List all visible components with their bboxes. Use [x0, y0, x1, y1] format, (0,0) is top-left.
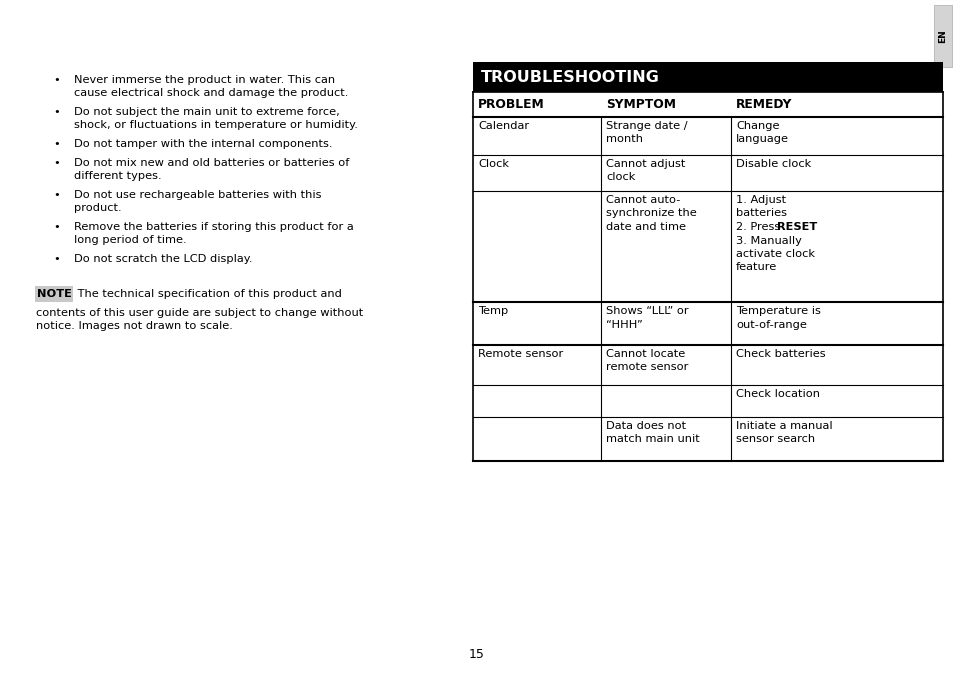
- Text: Do not mix new and old batteries or batteries of: Do not mix new and old batteries or batt…: [74, 158, 349, 168]
- Text: 15: 15: [469, 648, 484, 660]
- Text: Strange date /: Strange date /: [605, 121, 687, 131]
- Text: cause electrical shock and damage the product.: cause electrical shock and damage the pr…: [74, 89, 348, 99]
- Text: •: •: [53, 158, 60, 168]
- Text: Clock: Clock: [477, 159, 509, 169]
- FancyBboxPatch shape: [35, 286, 73, 302]
- Text: •: •: [53, 139, 60, 149]
- Text: activate clock: activate clock: [735, 249, 814, 259]
- Text: Do not subject the main unit to extreme force,: Do not subject the main unit to extreme …: [74, 107, 339, 117]
- Text: Remote sensor: Remote sensor: [477, 349, 562, 359]
- Text: SYMPTOM: SYMPTOM: [605, 98, 676, 111]
- Text: •: •: [53, 222, 60, 231]
- Text: 3. Manually: 3. Manually: [735, 235, 801, 245]
- Text: •: •: [53, 75, 60, 85]
- Text: NOTE: NOTE: [36, 289, 71, 299]
- Text: Initiate a manual: Initiate a manual: [735, 421, 832, 431]
- FancyBboxPatch shape: [473, 62, 942, 92]
- Text: Cannot auto-: Cannot auto-: [605, 195, 679, 205]
- Text: Do not use rechargeable batteries with this: Do not use rechargeable batteries with t…: [74, 189, 321, 199]
- Text: Cannot locate: Cannot locate: [605, 349, 684, 359]
- Text: date and time: date and time: [605, 222, 685, 232]
- Text: PROBLEM: PROBLEM: [477, 98, 544, 111]
- Text: Shows “LLL” or: Shows “LLL” or: [605, 306, 688, 316]
- Text: The technical specification of this product and: The technical specification of this prod…: [74, 289, 341, 299]
- Text: 2. Press: 2. Press: [735, 222, 783, 232]
- Text: Cannot adjust: Cannot adjust: [605, 159, 684, 169]
- Text: Calendar: Calendar: [477, 121, 529, 131]
- Text: RESET: RESET: [776, 222, 817, 232]
- Text: long period of time.: long period of time.: [74, 235, 187, 245]
- Text: notice. Images not drawn to scale.: notice. Images not drawn to scale.: [36, 321, 233, 331]
- Text: “HHH”: “HHH”: [605, 320, 642, 329]
- Text: sensor search: sensor search: [735, 435, 814, 445]
- Text: EN: EN: [938, 29, 946, 43]
- Text: language: language: [735, 135, 788, 145]
- Text: Remove the batteries if storing this product for a: Remove the batteries if storing this pro…: [74, 222, 354, 231]
- Text: Check location: Check location: [735, 389, 820, 399]
- Text: Do not tamper with the internal components.: Do not tamper with the internal componen…: [74, 139, 333, 149]
- Text: 1. Adjust: 1. Adjust: [735, 195, 785, 205]
- Text: Do not scratch the LCD display.: Do not scratch the LCD display.: [74, 254, 253, 264]
- Text: shock, or fluctuations in temperature or humidity.: shock, or fluctuations in temperature or…: [74, 120, 357, 130]
- Text: clock: clock: [605, 172, 635, 183]
- Text: Temp: Temp: [477, 306, 508, 316]
- Text: •: •: [53, 107, 60, 117]
- FancyBboxPatch shape: [933, 5, 951, 67]
- Text: TROUBLESHOOTING: TROUBLESHOOTING: [480, 70, 659, 84]
- Text: remote sensor: remote sensor: [605, 362, 688, 372]
- Text: contents of this user guide are subject to change without: contents of this user guide are subject …: [36, 308, 363, 318]
- Text: Disable clock: Disable clock: [735, 159, 810, 169]
- Text: Change: Change: [735, 121, 779, 131]
- Text: Temperature is: Temperature is: [735, 306, 820, 316]
- Text: Data does not: Data does not: [605, 421, 685, 431]
- Text: batteries: batteries: [735, 208, 786, 218]
- Text: Check batteries: Check batteries: [735, 349, 824, 359]
- Text: •: •: [53, 189, 60, 199]
- Text: Never immerse the product in water. This can: Never immerse the product in water. This…: [74, 75, 335, 85]
- Text: •: •: [53, 254, 60, 264]
- Text: product.: product.: [74, 203, 121, 213]
- Text: feature: feature: [735, 262, 777, 272]
- Text: out-of-range: out-of-range: [735, 320, 806, 329]
- Text: match main unit: match main unit: [605, 435, 699, 445]
- Text: synchronize the: synchronize the: [605, 208, 696, 218]
- Text: REMEDY: REMEDY: [735, 98, 792, 111]
- Text: different types.: different types.: [74, 171, 161, 181]
- Text: month: month: [605, 135, 642, 145]
